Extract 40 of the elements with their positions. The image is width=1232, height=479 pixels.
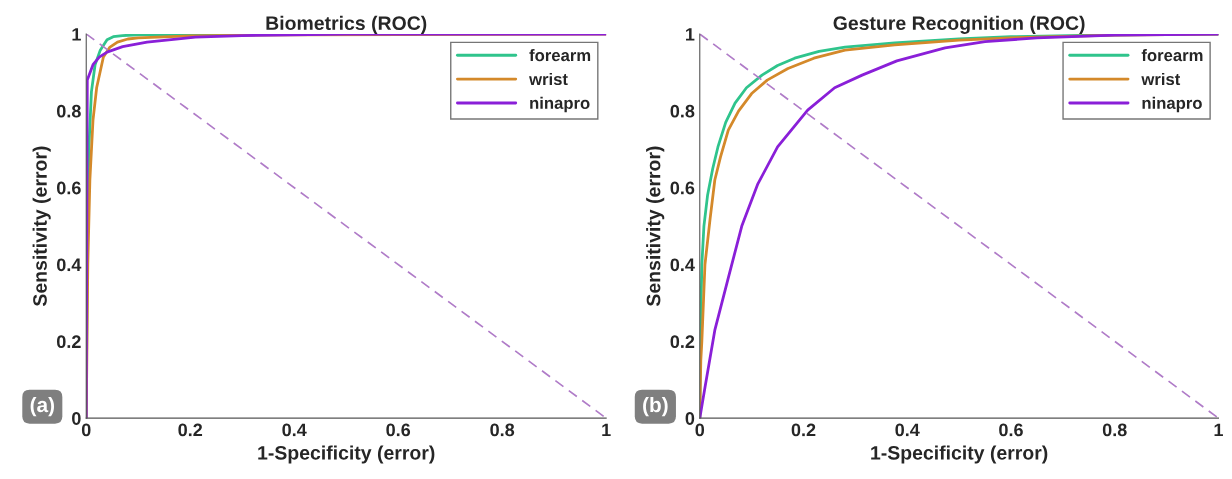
y-tick-label: 0.2 (57, 335, 81, 349)
x-tick-label: 0.2 (178, 423, 203, 437)
legend-label: wrist (529, 72, 568, 86)
legend-label: ninapro (1142, 96, 1202, 113)
x-tick-label: 0 (695, 423, 705, 437)
y-tick-label: 0 (685, 412, 695, 425)
line-series (699, 34, 1219, 419)
line-series (86, 34, 607, 419)
y-tick-label: 0.6 (670, 181, 695, 195)
x-tick-label: 1 (1214, 423, 1223, 437)
x-tick-label: 0.6 (999, 423, 1023, 437)
y-tick-label: 1 (72, 28, 81, 41)
chart-title: Gesture Recognition (ROC) (833, 15, 1085, 34)
legend-label: ninapro (530, 96, 590, 113)
y-tick-label: 0.4 (57, 258, 82, 272)
x-axis-title: 1-Specificity (error) (258, 445, 435, 464)
chart-title: Biometrics (ROC) (266, 15, 427, 34)
y-axis-title: Sensitivity (error) (32, 146, 51, 307)
y-tick-label: 0.4 (670, 258, 695, 272)
x-tick-label: 0 (81, 423, 91, 437)
legend-label: wrist (1141, 72, 1181, 86)
text: (b) (643, 396, 668, 417)
legend-label: forearm (529, 49, 591, 62)
x-tick-label: 0.4 (895, 423, 920, 437)
y-tick-label: 0.2 (670, 335, 695, 349)
legend-label: forearm (1141, 49, 1203, 62)
text: (a) (30, 396, 55, 417)
x-axis-title: 1-Specificity (error) (871, 445, 1048, 464)
x-tick-label: 0.4 (282, 423, 307, 437)
y-tick-label: 0.6 (57, 181, 81, 195)
x-tick-label: 0.6 (386, 423, 411, 437)
y-tick-label: 0.8 (670, 104, 695, 118)
x-tick-label: 0.8 (1102, 423, 1127, 437)
y-axis-title: Sensitivity (error) (646, 146, 665, 307)
y-tick-label: 1 (686, 28, 695, 41)
x-tick-label: 0.8 (490, 423, 515, 437)
x-tick-label: 0.2 (791, 423, 816, 437)
y-tick-label: 0 (72, 412, 81, 425)
x-tick-label: 1 (602, 423, 611, 437)
y-tick-label: 0.8 (57, 104, 81, 118)
